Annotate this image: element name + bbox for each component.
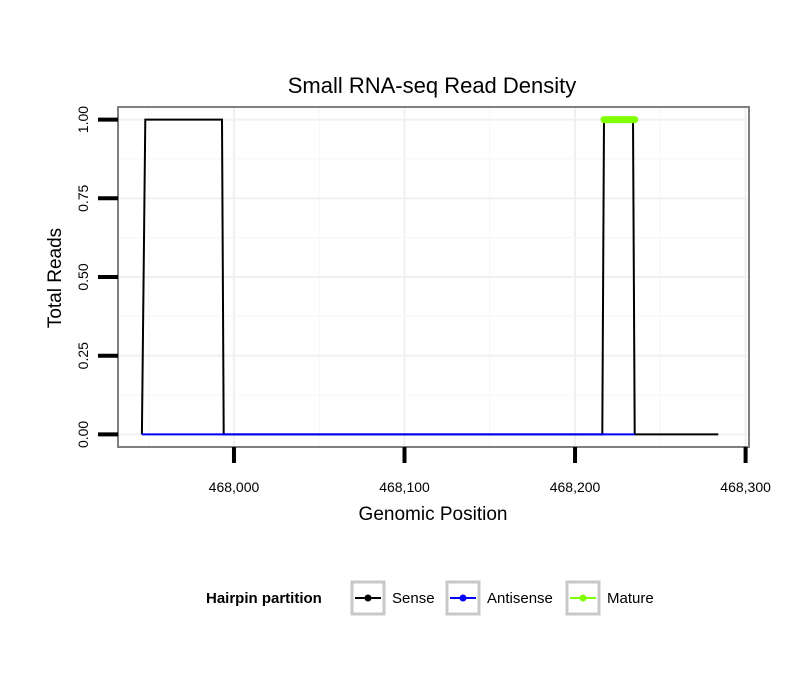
x-axis-title: Genomic Position <box>359 504 508 525</box>
y-tick-label: 0.00 <box>75 421 91 448</box>
legend-label-sense: Sense <box>392 590 435 607</box>
y-axis: 0.00 0.25 0.50 0.75 1.00 <box>75 106 118 448</box>
legend: Hairpin partition Sense Antisense Mature <box>206 580 654 616</box>
legend-point-antisense <box>459 594 467 602</box>
y-tick-label: 0.75 <box>75 184 91 211</box>
legend-title: Hairpin partition <box>206 590 322 607</box>
chart-title: Small RNA-seq Read Density <box>288 73 577 98</box>
x-tick-label: 468,300 <box>720 479 771 495</box>
legend-point-sense <box>364 594 372 602</box>
x-tick-label: 468,200 <box>550 479 601 495</box>
y-tick-label: 1.00 <box>75 106 91 133</box>
legend-label-antisense: Antisense <box>487 590 553 607</box>
y-tick-label: 0.50 <box>75 263 91 290</box>
x-tick-label: 468,000 <box>209 479 260 495</box>
legend-point-mature <box>579 594 587 602</box>
series-layer <box>140 116 719 436</box>
x-axis: 468,000 468,100 468,200 468,300 <box>209 447 771 495</box>
y-tick-label: 0.25 <box>75 342 91 369</box>
legend-label-mature: Mature <box>607 590 654 607</box>
x-tick-label: 468,100 <box>379 479 430 495</box>
y-axis-title: Total Reads <box>45 228 66 328</box>
